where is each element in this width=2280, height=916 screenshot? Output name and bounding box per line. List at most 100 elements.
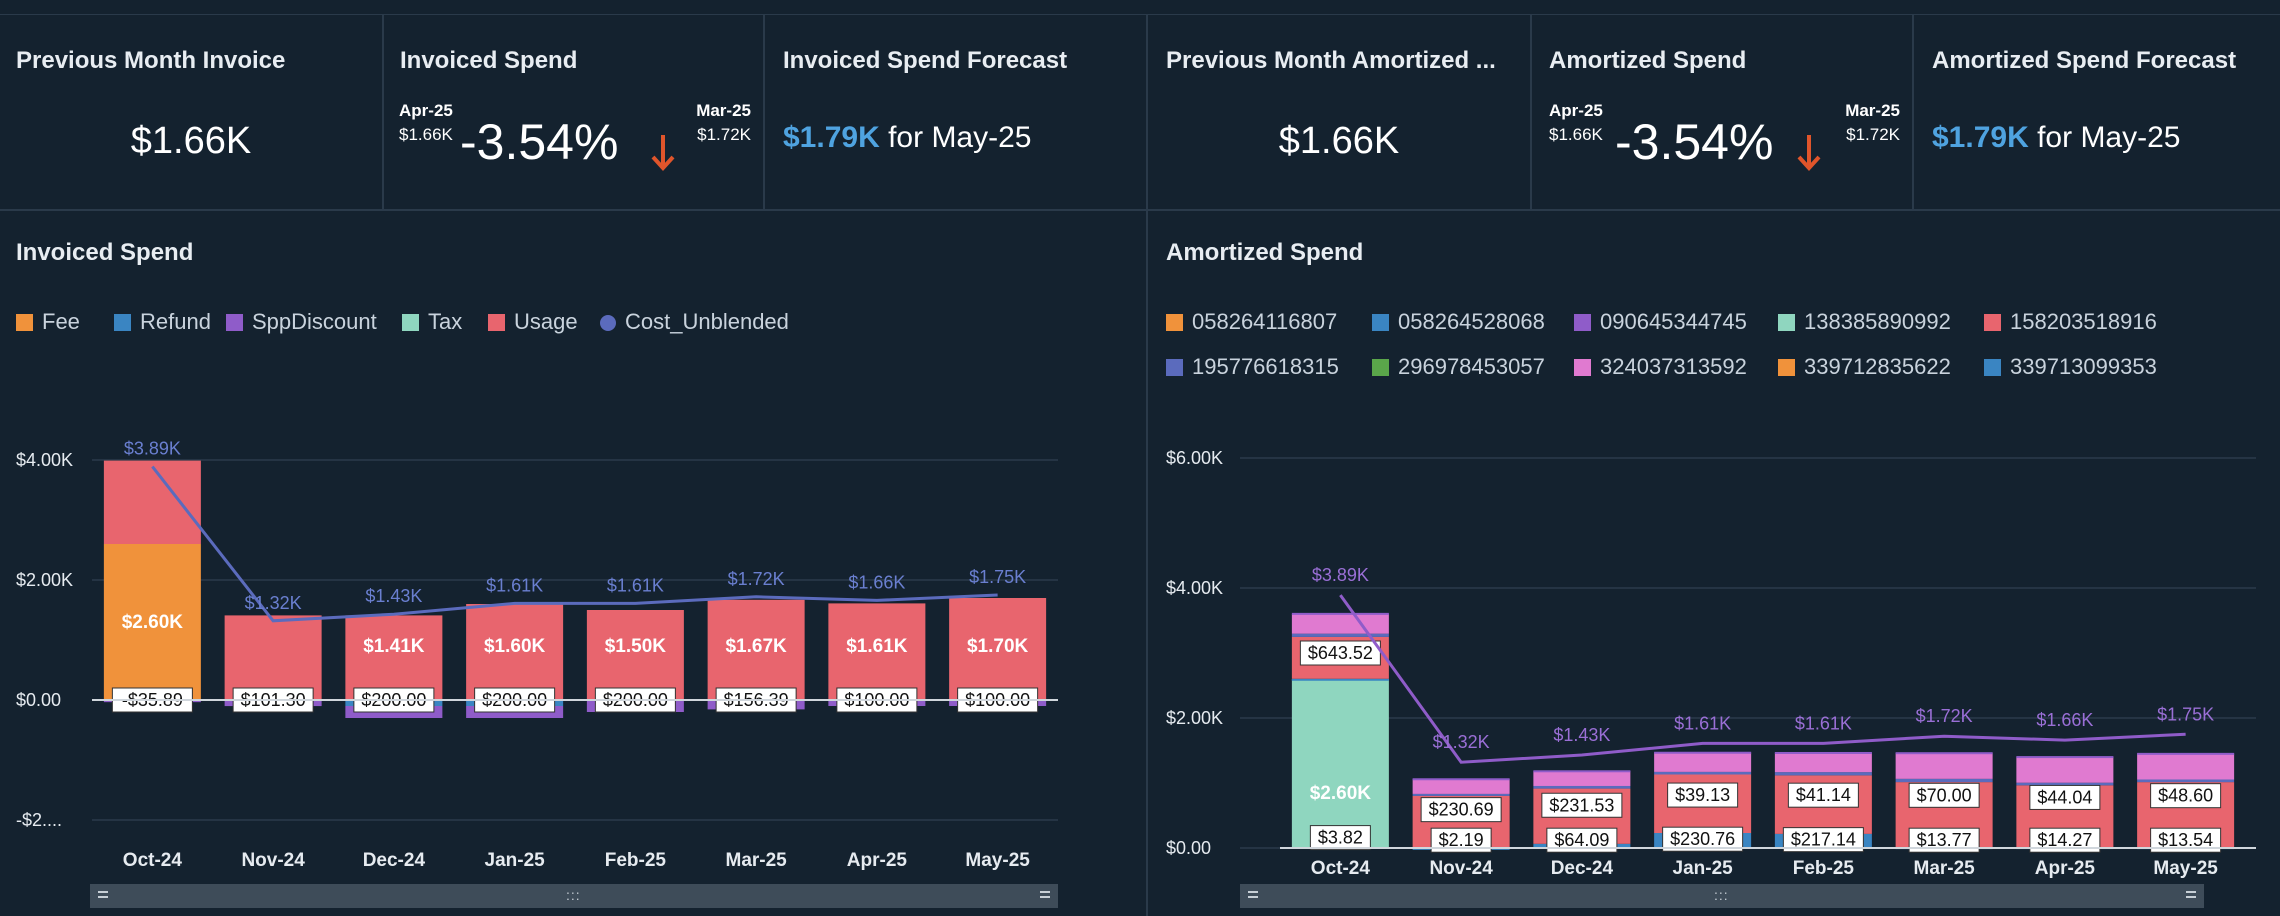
scroll-handle-right-icon[interactable] xyxy=(2186,891,2196,893)
x-tick-label: Dec-24 xyxy=(363,850,426,871)
scroll-handle-right-icon[interactable] xyxy=(1040,891,1050,893)
kpi-previous-month-invoice[interactable]: Previous Month Invoice $1.66K xyxy=(0,15,384,209)
kpi-invoiced-spend-forecast[interactable]: Invoiced Spend Forecast $1.79K for May-2… xyxy=(765,15,1148,209)
data-label-usage: $1.67K xyxy=(725,636,787,657)
bar-segment-usage xyxy=(224,615,322,700)
down-arrow-icon xyxy=(1797,135,1821,171)
invoiced-spend-chart: $4.00K$2.00K$0.00-$2....Oct-24$2.60K-$35… xyxy=(16,439,1058,871)
chart-title-amortized: Amortized Spend xyxy=(1166,239,1364,266)
kpi-invoiced-spend[interactable]: Invoiced Spend Apr-25 $1.66K -3.54% Mar-… xyxy=(384,15,765,209)
bar-segment-account-324037313592 xyxy=(1774,752,1872,773)
data-label-lower: $13.54 xyxy=(2158,830,2213,850)
comparison-value: $1.72K xyxy=(1846,125,1900,144)
kpi-title: Invoiced Spend Forecast xyxy=(783,47,1068,74)
legend-item-usage[interactable]: Usage xyxy=(488,309,578,335)
data-label-upper-bg xyxy=(2029,784,2101,810)
legend-label: 195776618315 xyxy=(1192,354,1339,379)
y-tick-label: $4.00K xyxy=(16,450,73,470)
data-label-lower: $3.82 xyxy=(1318,828,1363,848)
legend-item-sppdiscount[interactable]: SppDiscount xyxy=(226,309,377,335)
section-divider xyxy=(0,209,2280,211)
kpi-value: $1.66K xyxy=(130,120,252,162)
kpi-previous-month-amortized[interactable]: Previous Month Amortized ... $1.66K xyxy=(1148,15,1532,209)
bar-segment-account-090645344745 xyxy=(1774,751,1872,754)
bar-segment-account-195776618315 xyxy=(1895,778,1993,783)
legend-item-account[interactable]: 058264528068 xyxy=(1372,309,1545,335)
legend-item-refund[interactable]: Refund xyxy=(114,309,211,335)
legend-item-account[interactable]: 138385890992 xyxy=(1778,309,1951,335)
legend-label: 158203518916 xyxy=(2010,309,2157,334)
bar-segment-account-090645344745 xyxy=(2016,756,2114,759)
line-value-label: $1.61K xyxy=(486,575,543,595)
legend-item-account[interactable]: 058264116807 xyxy=(1166,309,1337,335)
bar-segment-account-324037313592 xyxy=(2016,756,2114,783)
x-tick-label: Jan-25 xyxy=(1673,858,1734,879)
legend-swatch xyxy=(114,314,131,331)
legend-item-cost-unblended[interactable]: Cost_Unblended xyxy=(600,309,789,335)
bar-segment-account-195776618315 xyxy=(1533,785,1631,789)
kpi-amortized-spend[interactable]: Amortized Spend Apr-25 $1.66K -3.54% Mar… xyxy=(1532,15,1914,209)
comparison-current: Apr-25 $1.66K xyxy=(1549,99,1603,147)
line-value-label: $1.32K xyxy=(245,593,302,613)
bar-segment-account-090645344745 xyxy=(1895,752,1993,755)
line-value-label: $1.61K xyxy=(1795,713,1852,733)
legend-label: SppDiscount xyxy=(252,309,377,334)
legend-label: Usage xyxy=(514,309,578,334)
kpi-title: Invoiced Spend xyxy=(400,47,578,74)
scroll-handle-left-icon[interactable] xyxy=(98,891,108,893)
legend-label: Fee xyxy=(42,309,80,334)
bar-segment-account-195776618315 xyxy=(2016,782,2114,786)
scroll-grip-icon[interactable]: ::: xyxy=(1714,887,1729,903)
legend-item-account[interactable]: 324037313592 xyxy=(1574,354,1747,380)
forecast-suffix: for May-25 xyxy=(888,121,1032,154)
y-tick-label: $4.00K xyxy=(1166,578,1223,598)
horizontal-scrollbar-invoiced[interactable]: ::: xyxy=(90,884,1058,908)
percent-change: -3.54% xyxy=(1615,114,1774,170)
legend-item-account[interactable]: 158203518916 xyxy=(1984,309,2157,335)
legend-label: Tax xyxy=(428,309,463,334)
legend-swatch xyxy=(226,314,243,331)
data-label-lower: $217.14 xyxy=(1791,830,1856,850)
legend-item-tax[interactable]: Tax xyxy=(402,309,462,335)
bar-segment-account-090645344745 xyxy=(1654,751,1752,754)
horizontal-scrollbar-amortized[interactable]: ::: xyxy=(1240,884,2204,908)
bar-segment-usage xyxy=(345,615,443,700)
legend-swatch xyxy=(1574,359,1591,376)
line-value-label: $1.66K xyxy=(2036,710,2093,730)
data-label-usage: $1.70K xyxy=(967,636,1029,657)
bar-segment-usage xyxy=(103,460,201,544)
data-label-upper: $48.60 xyxy=(2158,786,2213,806)
line-value-label: $3.89K xyxy=(124,439,181,459)
x-tick-label: Mar-25 xyxy=(726,850,788,871)
comparison-previous: Mar-25 $1.72K xyxy=(1845,99,1900,147)
legend-item-account[interactable]: 195776618315 xyxy=(1166,354,1339,380)
x-tick-label: Apr-25 xyxy=(2035,858,2096,879)
legend-item-account[interactable]: 296978453057 xyxy=(1372,354,1545,380)
legend-label: 324037313592 xyxy=(1600,354,1747,379)
data-label-lower: $14.27 xyxy=(2037,830,2092,850)
legend-item-account[interactable]: 090645344745 xyxy=(1574,309,1747,335)
forecast-text: $1.79K for May-25 xyxy=(783,121,1031,155)
data-label-upper: $643.52 xyxy=(1308,643,1373,663)
bar-segment-account-324037313592 xyxy=(1412,778,1510,794)
bar-segment-usage xyxy=(707,599,805,700)
line-value-label: $1.61K xyxy=(607,575,664,595)
comparison-period: Apr-25 xyxy=(399,101,453,120)
data-label-big: $2.60K xyxy=(1310,783,1372,804)
bar-segment-account-090645344745 xyxy=(2137,752,2235,755)
data-label-lower-bg xyxy=(1309,825,1371,851)
legend-swatch xyxy=(16,314,33,331)
legend-item-fee[interactable]: Fee xyxy=(16,309,80,335)
scroll-handle-left-icon[interactable] xyxy=(1248,891,1258,893)
comparison-previous: Mar-25 $1.72K xyxy=(696,99,751,147)
total-line xyxy=(1339,594,2186,764)
y-tick-label: -$2.... xyxy=(16,810,62,830)
chart-title-invoiced: Invoiced Spend xyxy=(16,239,194,266)
legend-label: 058264116807 xyxy=(1192,309,1338,334)
legend-item-account[interactable]: 339713099353 xyxy=(1984,354,2157,380)
legend-amortized: 058264116807 058264528068 090645344745 1… xyxy=(1166,309,2276,389)
scroll-grip-icon[interactable]: ::: xyxy=(566,887,581,903)
legend-item-account[interactable]: 339712835622 xyxy=(1778,354,1951,380)
line-value-label: $1.32K xyxy=(1433,732,1490,752)
kpi-amortized-spend-forecast[interactable]: Amortized Spend Forecast $1.79K for May-… xyxy=(1914,15,2280,209)
